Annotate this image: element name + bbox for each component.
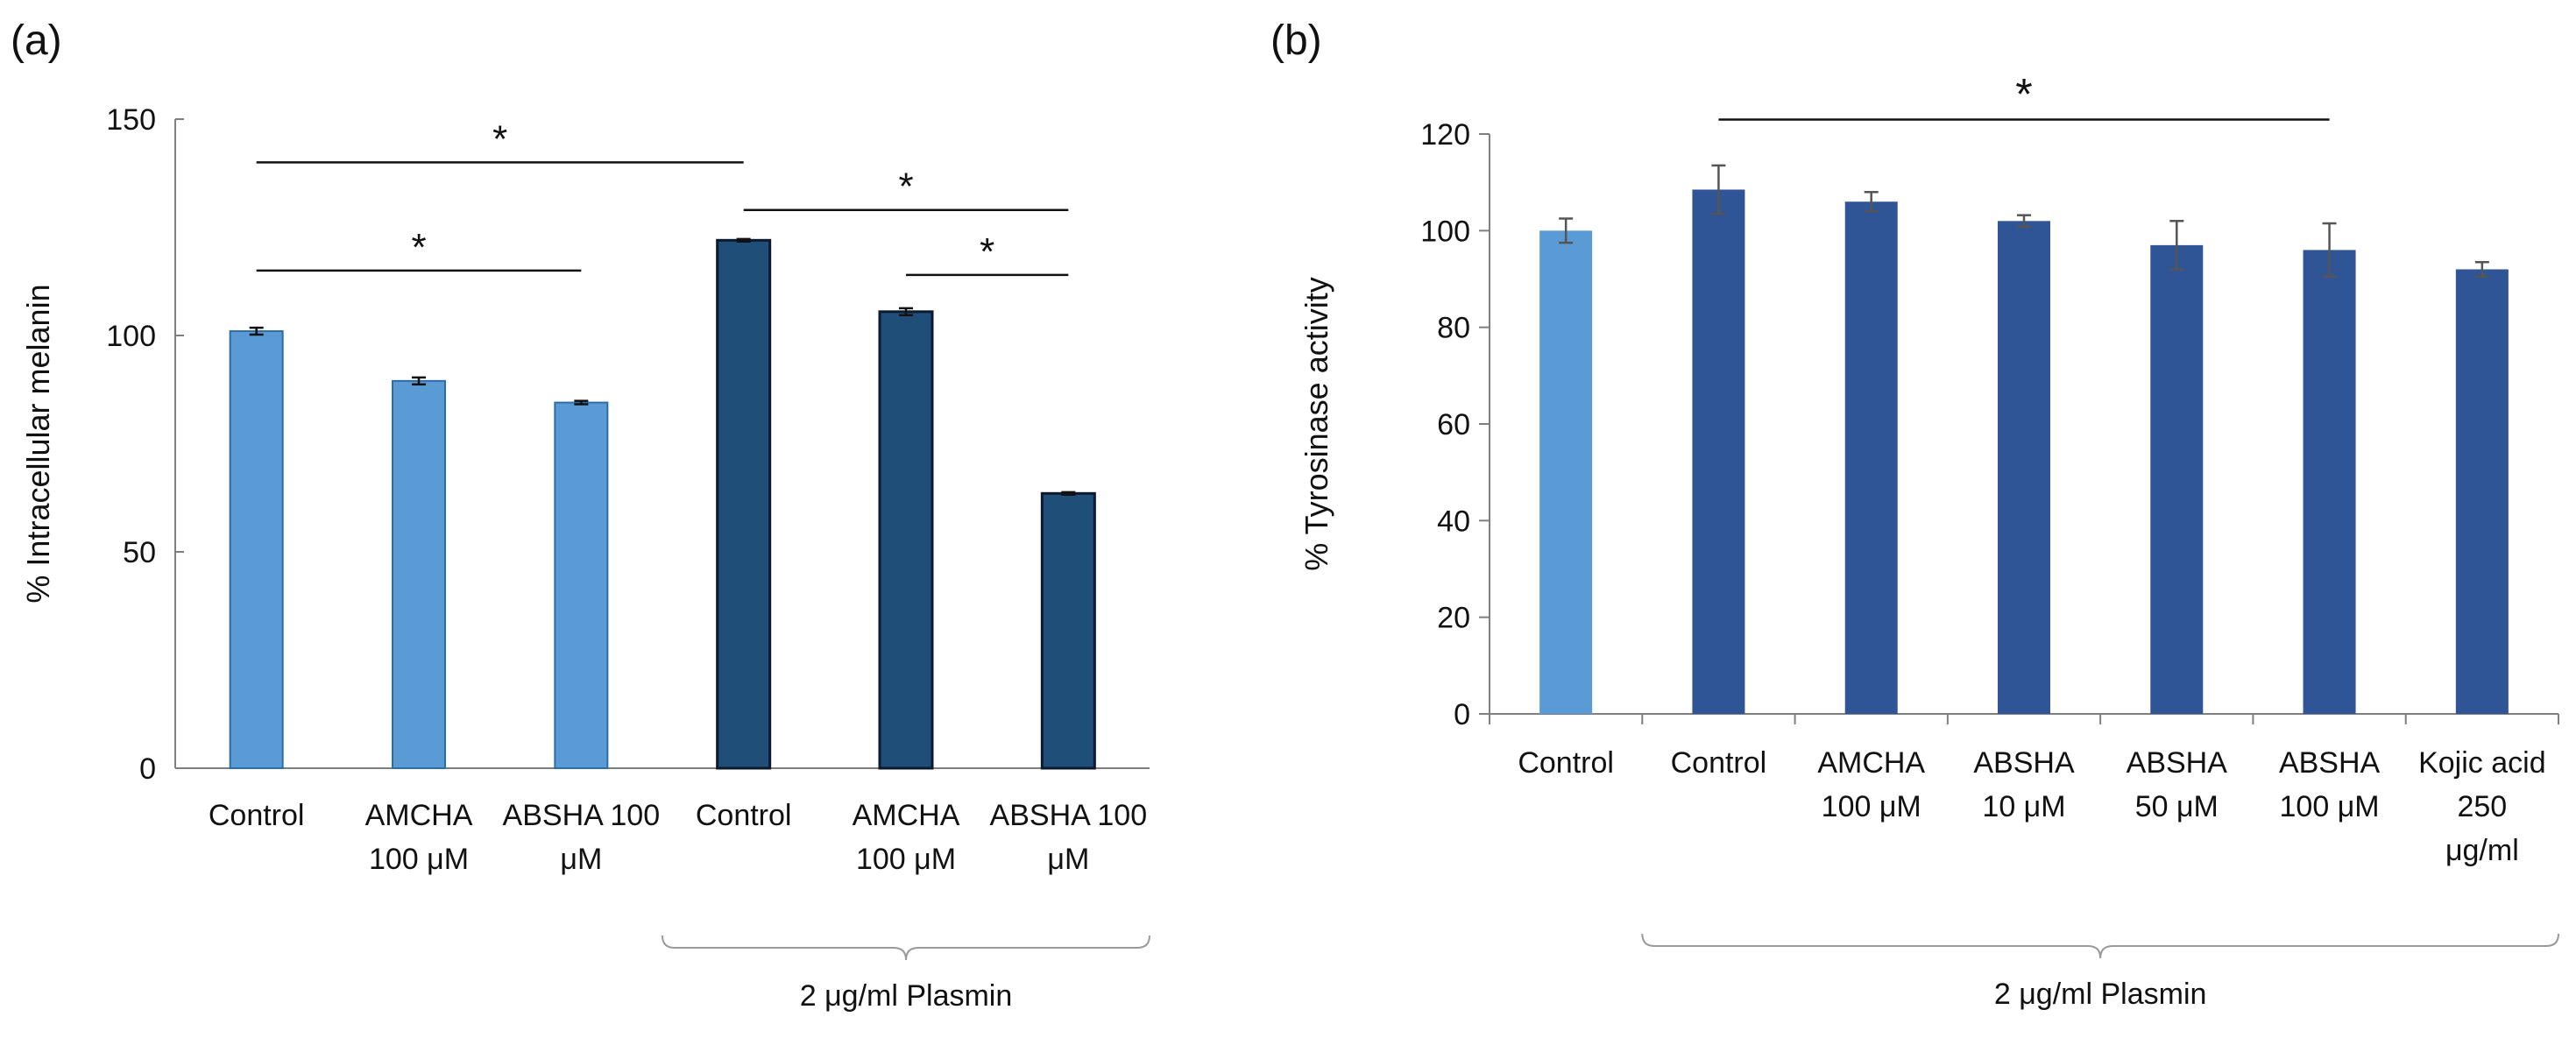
chart1-bar-3	[554, 401, 609, 769]
chart2-x-tick-label: Kojic acid	[2418, 746, 2546, 780]
chart1-x-tick-label: μM	[1047, 843, 1089, 876]
chart2-x-tick-label: 10 μM	[1982, 790, 2065, 823]
chart1-significance-star-2: *	[411, 226, 426, 269]
chart2-x-tick-label: ABSHA	[1973, 746, 2075, 780]
chart2-x-tick-label: 250	[2457, 790, 2507, 823]
chart2-x-tick-label: Control	[1671, 746, 1767, 780]
chart1-bar-1	[229, 330, 284, 769]
chart1-x-tick-label: 100 μM	[856, 843, 956, 876]
chart2-x-tick-label: ABSHA	[2127, 746, 2228, 780]
chart2-y-tick-label: 80	[1437, 312, 1470, 345]
chart1-significance-star-1: *	[492, 117, 507, 160]
chart1-x-tick-label: AMCHA	[365, 799, 473, 832]
chart2-x-tick-label: μg/ml	[2445, 834, 2519, 867]
chart2-bar-5	[2150, 244, 2204, 715]
chart1-y-tick-label: 150	[106, 103, 156, 137]
chart2-y-tick-label: 20	[1437, 602, 1470, 635]
chart1-y-tick-label: 100	[106, 320, 156, 353]
chart2-significance-star-1: *	[2015, 69, 2032, 118]
chart2-x-tick-label: 100 μM	[2280, 790, 2380, 823]
chart1-x-tick-label: ABSHA 100	[503, 799, 661, 832]
chart1-significance-star-4: *	[980, 230, 994, 273]
chart1-y-axis-title: % Intracellular melanin	[20, 284, 56, 603]
chart2-x-tick-label: Control	[1518, 746, 1614, 780]
panel-a-label: (a)	[11, 18, 62, 64]
chart2-bar-6	[2303, 250, 2356, 714]
chart2-y-tick-label: 100	[1420, 215, 1470, 248]
chart2-x-tick-label: AMCHA	[1817, 746, 1925, 780]
chart1-bar-5	[878, 310, 934, 770]
chart1-x-tick-label: Control	[696, 799, 792, 832]
chart2-bar-3	[1844, 201, 1898, 714]
chart1-bar-6	[1040, 491, 1096, 770]
chart2-x-tick-label: ABSHA	[2279, 746, 2381, 780]
chart1-y-tick-label: 50	[123, 536, 156, 569]
chart2-bar-7	[2455, 269, 2509, 714]
chart1-bar-2	[392, 379, 446, 769]
chart2-bar-4	[1998, 221, 2050, 715]
chart2-y-axis-title: % Tyrosinase activity	[1299, 277, 1334, 570]
chart2-group-label: 2 μg/ml Plasmin	[1994, 978, 2207, 1011]
chart2-bar-1	[1539, 230, 1593, 714]
chart2-y-tick-label: 60	[1437, 408, 1470, 441]
chart1-x-tick-label: ABSHA 100	[990, 799, 1148, 832]
chart2-bar-2	[1692, 189, 1745, 715]
chart2-x-tick-label: 50 μM	[2135, 790, 2219, 823]
chart2-y-tick-label: 40	[1437, 505, 1470, 538]
chart2-y-tick-label: 120	[1420, 118, 1470, 152]
chart1-significance-star-3: *	[898, 166, 913, 208]
chart2-y-tick-label: 0	[1454, 698, 1470, 731]
chart2-group-brace	[1641, 933, 2559, 959]
chart1-x-tick-label: Control	[209, 799, 305, 832]
chart1-y-tick-label: 0	[139, 752, 156, 786]
chart1-x-tick-label: 100 μM	[369, 843, 469, 876]
panel-b-label: (b)	[1270, 18, 1322, 64]
chart1-group-brace	[662, 935, 1150, 961]
chart1-bar-4	[716, 238, 772, 770]
chart1-x-tick-label: AMCHA	[853, 799, 960, 832]
chart2-x-tick-label: 100 μM	[1822, 790, 1921, 823]
chart1-group-label: 2 μg/ml Plasmin	[800, 979, 1013, 1013]
chart1-x-tick-label: μM	[560, 843, 602, 876]
